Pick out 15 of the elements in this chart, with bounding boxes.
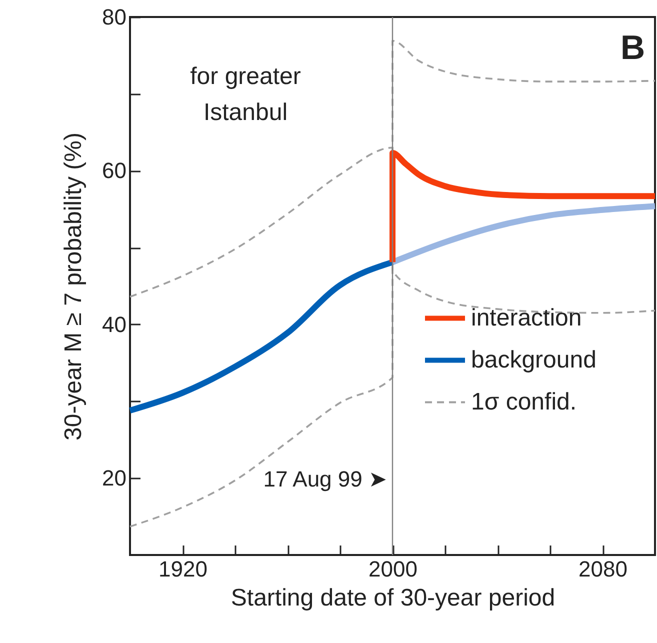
x-tick-label: 2080 — [578, 556, 628, 582]
y-tick-label: 80 — [102, 4, 126, 30]
x-axis-title: Starting date of 30-year period — [230, 584, 556, 612]
y-axis-title: 30-year M ≥ 7 probability (%) — [60, 132, 88, 440]
legend-label: 1σ confid. — [471, 388, 577, 416]
y-tick-label: 40 — [102, 312, 126, 337]
legend-label: interaction — [471, 304, 582, 332]
ref-line-label: 17 Aug 99 ➤ — [263, 466, 386, 492]
annotation: B — [620, 29, 645, 67]
x-tick-label: 1920 — [158, 556, 208, 582]
legend-label: background — [471, 346, 596, 374]
y-tick-label: 60 — [102, 158, 126, 184]
x-tick-label: 2000 — [368, 556, 418, 582]
y-tick-label: 20 — [102, 466, 126, 491]
annotation: for greater Istanbul — [190, 63, 301, 126]
